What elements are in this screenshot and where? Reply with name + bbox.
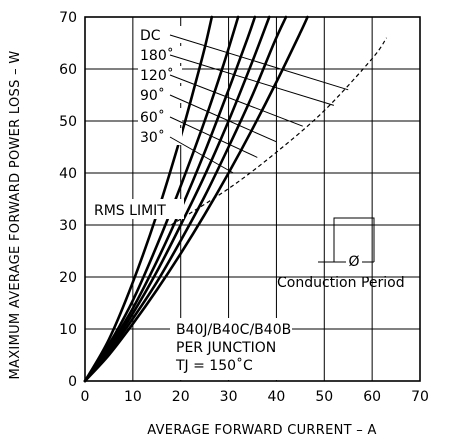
conduction-pulse xyxy=(333,217,375,262)
rms-limit-line xyxy=(170,37,388,226)
y-tick-label: 60 xyxy=(59,62,77,78)
y-tick-label: 40 xyxy=(59,166,77,182)
x-tick-label: 30 xyxy=(220,389,238,405)
curve-label-leader xyxy=(169,94,277,143)
x-tick-label: 0 xyxy=(81,389,90,405)
curve-label: 180˚ xyxy=(140,47,174,64)
curve-label-bg xyxy=(138,26,182,43)
y-tick-label: 10 xyxy=(59,322,77,338)
x-tick-label: 10 xyxy=(124,389,142,405)
curve-label-leader xyxy=(169,34,349,91)
curve-label-leader xyxy=(169,136,234,174)
curve-label-bg xyxy=(138,128,182,145)
series-line-2 xyxy=(83,15,271,383)
x-tick-label: 40 xyxy=(268,389,286,405)
series-line-1 xyxy=(83,15,288,383)
curve-label-leader xyxy=(169,116,258,158)
x-tick-label: 60 xyxy=(363,389,381,405)
per-junction-label: PER JUNCTION xyxy=(176,340,276,356)
x-axis-label: AVERAGE FORWARD CURRENT – A xyxy=(147,423,376,438)
rms-limit-label: RMS LIMIT xyxy=(94,203,166,219)
curve-label: DC xyxy=(140,28,161,44)
x-tick-label: 70 xyxy=(411,389,429,405)
y-tick-label: 0 xyxy=(68,374,77,390)
curve-label: 30˚ xyxy=(140,129,165,146)
series-line-0 xyxy=(83,15,309,383)
tj-label: TJ = 150˚C xyxy=(175,357,253,374)
curve-label: 120˚ xyxy=(140,67,174,84)
phi-label: Ø xyxy=(348,254,359,270)
device-annotation: B40J/B40C/B40B PER JUNCTION TJ = 150˚C xyxy=(170,318,292,380)
curve-label-bg xyxy=(138,108,182,125)
curve-label-leader xyxy=(169,74,303,127)
curve-label-bg xyxy=(138,46,182,63)
curve-label-bg xyxy=(138,66,182,83)
y-tick-label: 20 xyxy=(59,270,77,286)
plot-frame xyxy=(84,16,421,382)
y-axis-label: MAXIMUM AVERAGE FORWARD POWER LOSS – W xyxy=(8,51,23,380)
series-line-5 xyxy=(83,15,214,383)
curve-label: 90˚ xyxy=(140,87,165,104)
rms-limit xyxy=(170,37,388,226)
conduction-period-label: Conduction Period xyxy=(277,275,405,291)
phi-bg xyxy=(346,254,362,268)
x-tick-label: 50 xyxy=(315,389,333,405)
y-tick-label: 70 xyxy=(59,10,77,26)
tick-labels: 0 10 20 30 40 50 60 70 0 10 20 30 40 50 60 70 xyxy=(59,10,429,405)
curve-label-bg xyxy=(138,86,182,103)
device-annotation-bg xyxy=(170,318,292,380)
curve-label: 60˚ xyxy=(140,109,165,126)
curve-labels: DC 180˚ 120˚ 90˚ 60˚ 30˚ xyxy=(138,26,349,174)
y-tick-label: 30 xyxy=(59,218,77,234)
conduction-period-diagram: Ø Conduction Period xyxy=(277,217,405,291)
device-label: B40J/B40C/B40B xyxy=(176,322,291,338)
y-tick-label: 50 xyxy=(59,114,77,130)
x-tick-label: 20 xyxy=(172,389,190,405)
rms-label-bg xyxy=(92,199,184,219)
curve-label-leader xyxy=(169,54,335,106)
